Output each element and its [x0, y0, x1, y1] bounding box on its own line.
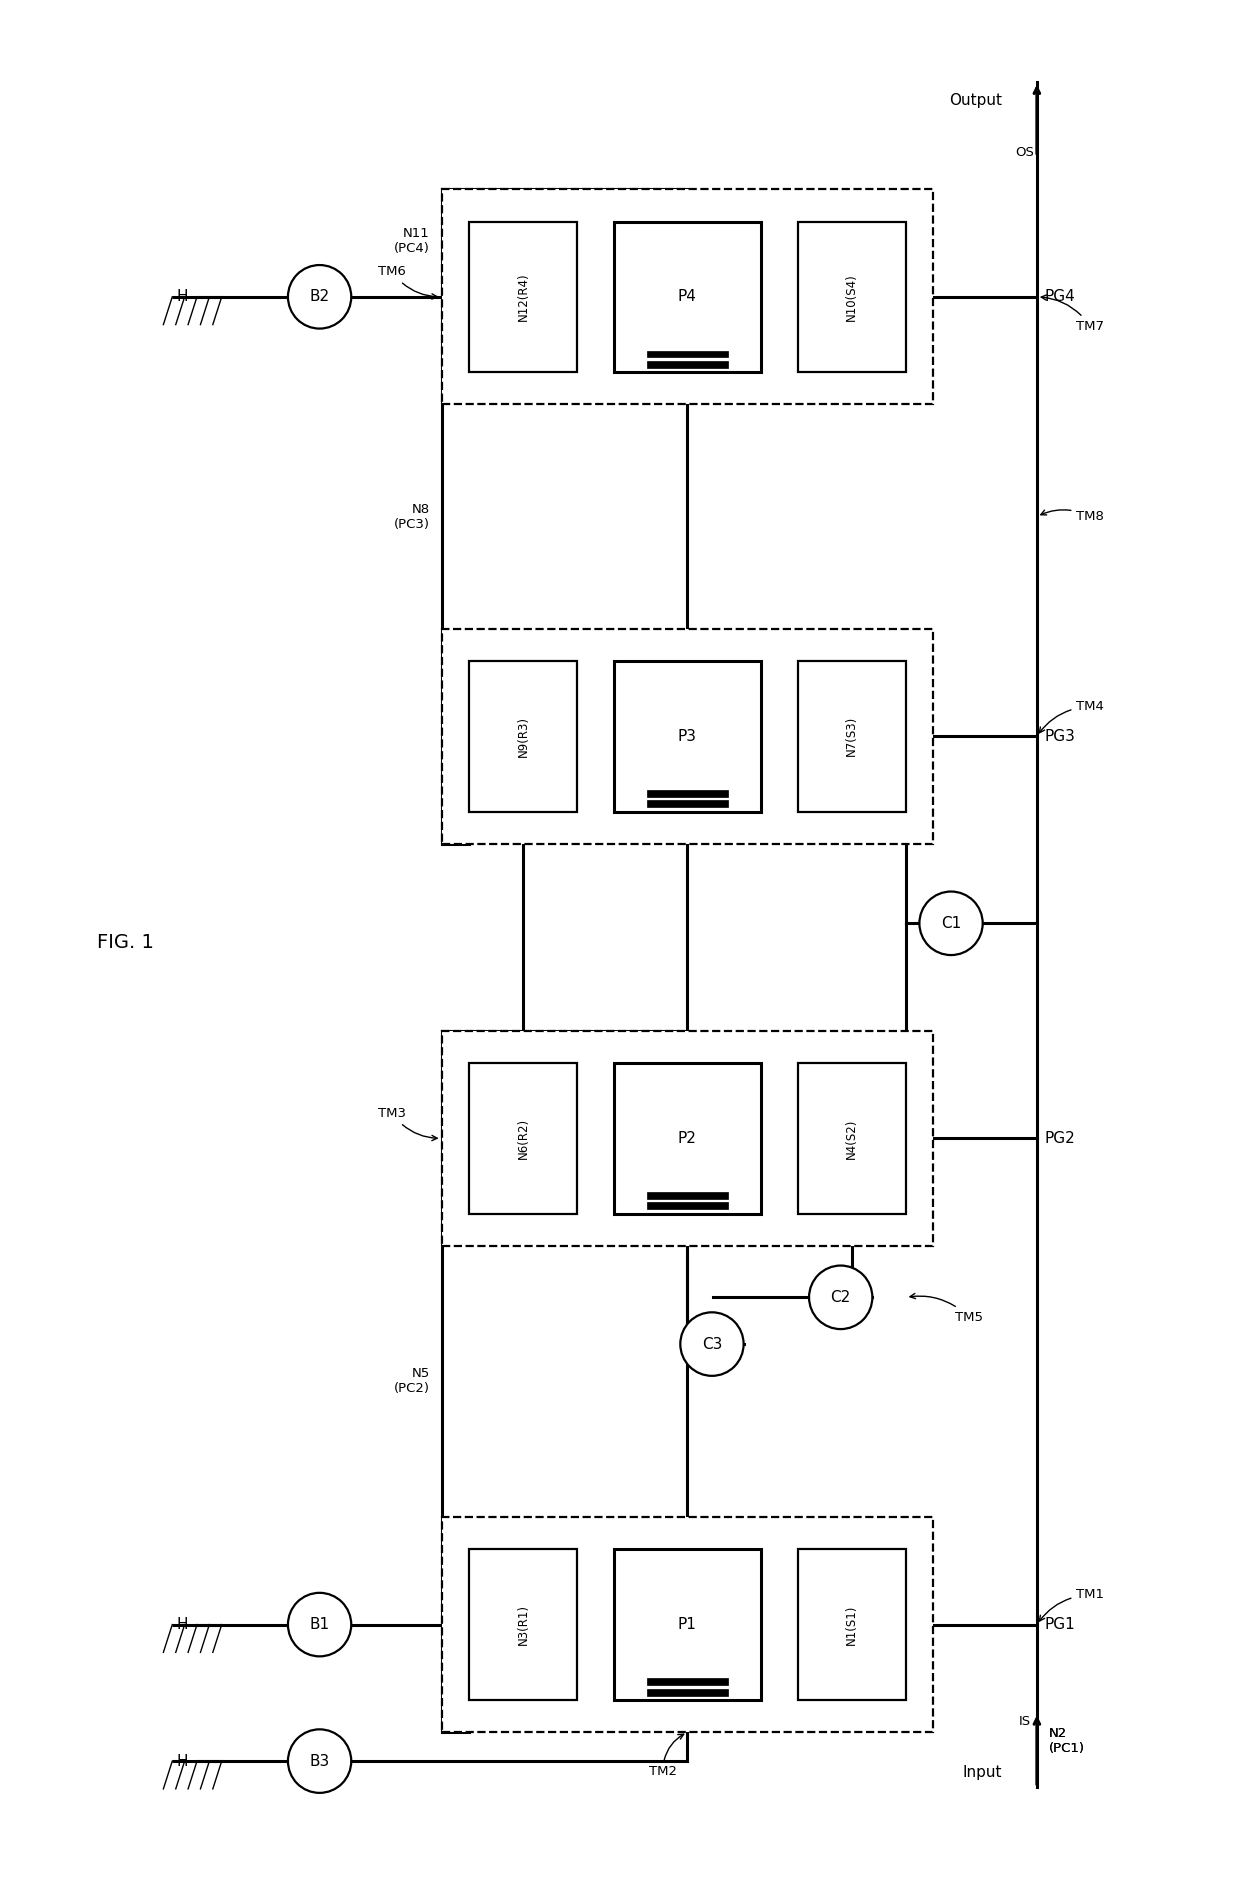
Text: N5
(PC2): N5 (PC2)	[393, 1368, 429, 1396]
Text: P4: P4	[678, 290, 697, 305]
Bar	[647, 1202, 728, 1210]
Text: C2: C2	[831, 1291, 851, 1306]
Bar	[797, 661, 905, 812]
Bar	[469, 1063, 577, 1213]
Text: TM1: TM1	[1039, 1588, 1105, 1620]
Circle shape	[681, 1313, 744, 1375]
Bar	[614, 1549, 761, 1699]
Text: N6(R2): N6(R2)	[517, 1117, 529, 1159]
Circle shape	[288, 1730, 351, 1794]
Bar	[647, 1679, 728, 1686]
Text: B3: B3	[310, 1754, 330, 1769]
Bar	[647, 789, 728, 797]
Text: PG3: PG3	[1045, 729, 1075, 744]
Bar	[797, 222, 905, 371]
Text: B2: B2	[310, 290, 330, 305]
Bar	[797, 1549, 905, 1699]
Text: P3: P3	[678, 729, 697, 744]
Text: PG2: PG2	[1045, 1130, 1075, 1145]
Text: P1: P1	[678, 1616, 697, 1632]
Bar	[797, 1063, 905, 1213]
Text: TM4: TM4	[1039, 701, 1105, 733]
Bar	[443, 1031, 932, 1245]
Text: C3: C3	[702, 1336, 722, 1351]
Bar	[614, 661, 761, 812]
Text: TM6: TM6	[378, 266, 438, 300]
Text: TM2: TM2	[649, 1733, 683, 1778]
Text: H: H	[176, 1616, 188, 1632]
Text: N8
(PC3): N8 (PC3)	[393, 503, 429, 531]
Circle shape	[808, 1266, 873, 1328]
Text: TM3: TM3	[378, 1108, 438, 1140]
Bar	[647, 1688, 728, 1696]
Text: H: H	[176, 1754, 188, 1769]
Text: B1: B1	[310, 1616, 330, 1632]
Text: N7(S3): N7(S3)	[846, 716, 858, 755]
Circle shape	[288, 266, 351, 328]
Bar	[614, 1063, 761, 1213]
Text: H: H	[176, 290, 188, 305]
Text: P2: P2	[678, 1130, 697, 1145]
Text: TM8: TM8	[1040, 511, 1105, 524]
Text: N1(S1): N1(S1)	[846, 1605, 858, 1645]
Text: Input: Input	[962, 1765, 1002, 1780]
Text: IS: IS	[1019, 1714, 1032, 1728]
Bar	[469, 661, 577, 812]
Text: FIG. 1: FIG. 1	[97, 933, 154, 951]
Bar	[469, 1549, 577, 1699]
Text: N10(S4): N10(S4)	[846, 273, 858, 320]
Text: N2
(PC1): N2 (PC1)	[1049, 1726, 1085, 1754]
Bar	[647, 350, 728, 358]
Text: N9(R3): N9(R3)	[517, 716, 529, 757]
Text: TM5: TM5	[910, 1294, 983, 1324]
Text: PG4: PG4	[1045, 290, 1075, 305]
Bar	[647, 362, 728, 367]
Text: N4(S2): N4(S2)	[846, 1119, 858, 1159]
Bar	[443, 1517, 932, 1731]
Bar	[443, 629, 932, 844]
Text: PG1: PG1	[1045, 1616, 1075, 1632]
Bar	[647, 1193, 728, 1198]
Text: C1: C1	[941, 916, 961, 931]
Text: N12(R4): N12(R4)	[517, 273, 529, 320]
Bar	[443, 188, 932, 405]
Bar	[469, 222, 577, 371]
Text: TM7: TM7	[1042, 296, 1105, 333]
Text: N2
(PC1): N2 (PC1)	[1049, 1726, 1085, 1754]
Text: N11
(PC4): N11 (PC4)	[394, 226, 429, 254]
Bar	[647, 801, 728, 806]
Text: N3(R1): N3(R1)	[517, 1603, 529, 1645]
Circle shape	[288, 1592, 351, 1656]
Text: Output: Output	[950, 92, 1002, 107]
Bar	[614, 222, 761, 371]
Text: OS: OS	[1016, 147, 1034, 160]
Circle shape	[919, 891, 982, 955]
